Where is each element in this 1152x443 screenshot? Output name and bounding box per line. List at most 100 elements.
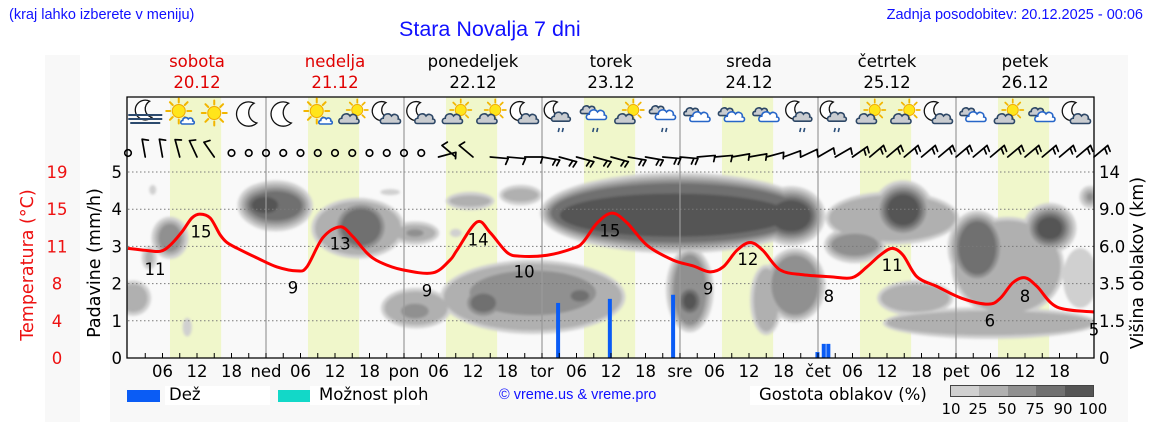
wind-barb-icon	[441, 141, 457, 158]
day-label-2: ponedeljek 22.12	[404, 51, 542, 93]
precip-tick-label: 0	[112, 349, 123, 368]
x-tick-label: 18	[911, 362, 932, 381]
wind-barb-icon	[661, 156, 682, 166]
rain-legend-box	[165, 386, 270, 405]
calm-wind-icon	[382, 148, 391, 158]
wind-barb-icon	[834, 147, 853, 158]
wind-barb-icon	[1093, 144, 1111, 158]
shower-legend-box	[310, 386, 420, 405]
cloud-height-tick-label: 0	[1099, 349, 1110, 368]
wind-barb-icon	[458, 141, 474, 158]
wind-barb-icon	[541, 156, 561, 167]
sun-cloud-gray-icon	[614, 98, 645, 125]
wind-barb-icon	[799, 148, 819, 158]
rain-drops-icon	[833, 127, 841, 133]
x-tick-label: pon	[388, 362, 419, 381]
cloud-icon	[517, 113, 540, 125]
wind-barb-icon	[592, 156, 612, 168]
rain-legend-swatch	[127, 390, 160, 402]
day-date: 21.12	[311, 73, 359, 92]
sun-cloud-gray-icon	[855, 98, 887, 125]
rain-bar	[815, 352, 820, 358]
cloud-icon	[689, 111, 711, 123]
temperature-value-label: 9	[703, 279, 714, 298]
temperature-value-label: 8	[824, 287, 835, 306]
day-name: sreda	[726, 52, 772, 71]
weather-icons	[128, 97, 1092, 133]
calm-wind-icon	[348, 148, 357, 158]
sun-icon	[200, 99, 228, 127]
cloud-height-tick-label: 6.0	[1099, 237, 1125, 256]
density-swatch	[1007, 386, 1037, 396]
rain-drops-icon	[798, 127, 806, 133]
copyright-link[interactable]: © vreme.us & vreme.pro	[499, 387, 657, 403]
cloud-height-axis-title: Višina oblakov (km)	[1128, 176, 1148, 350]
cloud-height-tick-label: 3.5	[1099, 275, 1125, 294]
cloud-icon	[959, 107, 987, 123]
density-swatch	[951, 386, 980, 396]
rain-drops-icon	[660, 127, 668, 133]
cloud-icon	[476, 113, 498, 125]
sun-cloud-gray-icon	[993, 98, 1025, 125]
wind-barb-icon	[489, 156, 510, 166]
density-swatch	[1064, 386, 1094, 396]
location-menu-hint: (kraj lahko izberete v meniju)	[9, 7, 195, 23]
wind-barb-icon	[1041, 144, 1060, 158]
cloud-icon	[931, 113, 954, 125]
x-tick-label: ned	[250, 362, 281, 381]
day-name: petek	[1001, 52, 1049, 71]
rain-bars	[556, 294, 831, 358]
rain-bar	[607, 298, 612, 358]
temperature-value-label: 10	[514, 263, 535, 282]
wind-barb-icon	[1058, 144, 1077, 158]
precip-axis-title: Padavine (mm/h)	[85, 188, 105, 338]
cloud-density-scale	[950, 385, 1094, 397]
cloud-icon	[758, 111, 780, 123]
x-tick-label: 12	[739, 362, 760, 381]
sun-cloud-gray-icon	[441, 98, 473, 125]
wind-barb-icon	[523, 156, 544, 164]
moon-icon	[235, 101, 259, 127]
precip-tick-label: 5	[112, 163, 123, 182]
calm-wind-icon	[417, 148, 426, 158]
cloud-height-tick-label: 1.5	[1099, 312, 1125, 331]
moon-cloud-rain-icon	[819, 100, 848, 133]
moon-cloud-icon	[509, 100, 540, 125]
cloud-icon	[993, 113, 1016, 125]
sun-icon	[200, 99, 228, 127]
cloud-icon	[379, 113, 402, 125]
day-label-3: torek 23.12	[542, 51, 680, 93]
precip-tick-label: 4	[112, 200, 123, 219]
cloud-icon	[792, 111, 813, 122]
cloud-icon	[585, 109, 608, 121]
wind-barb-icon	[886, 144, 904, 158]
cloud-icon	[338, 113, 360, 125]
calm-wind-icon	[244, 148, 253, 158]
x-tick-label: 12	[1015, 362, 1036, 381]
wind-barb-icon	[679, 156, 699, 166]
day-name: sobota	[169, 52, 225, 71]
temperature-tick-label: 0	[52, 349, 63, 368]
density-tick-label: 75	[1025, 400, 1044, 418]
wind-barb-icon	[817, 147, 836, 158]
precip-tick-label: 1	[112, 312, 123, 331]
wind-barb-icon	[158, 138, 167, 158]
day-label-5: četrtek 25.12	[818, 51, 956, 93]
cloud-icon	[614, 113, 636, 125]
cloud-icon	[683, 107, 711, 123]
day-date: 25.12	[863, 73, 911, 92]
cloud-icon	[550, 111, 572, 122]
cloud-icon	[826, 111, 848, 122]
day-label-6: petek 26.12	[956, 51, 1094, 93]
x-tick-label: sre	[667, 362, 692, 381]
cloud-icon	[441, 113, 464, 125]
cloud-icon	[1028, 107, 1056, 123]
calm-wind-icon	[279, 148, 288, 158]
x-tick-label: 06	[290, 362, 311, 381]
cloud-icon	[414, 113, 436, 125]
density-tick-label: 50	[997, 400, 1016, 418]
cloud-icon	[1069, 113, 1092, 125]
plot-frame	[126, 96, 1095, 359]
density-swatch	[1036, 386, 1065, 396]
